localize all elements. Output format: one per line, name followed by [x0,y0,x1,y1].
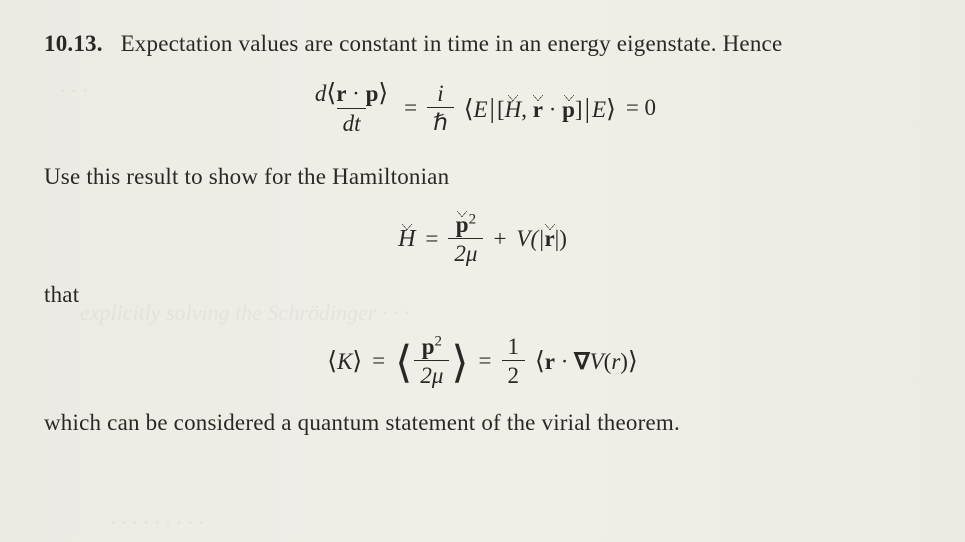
equals: = [404,95,417,121]
i: i [431,82,449,107]
K: K [337,349,352,374]
op-H-hat: H [398,226,415,253]
vec-r: r [336,81,346,106]
bra-E: E [473,97,487,122]
eq1-bracket-expectation: ⟨E|[H, r · p]|E⟩ [464,93,616,124]
paren-r: ) [620,349,628,374]
vec-p: p [422,334,435,359]
eq1-lhs-fraction: d⟨r · p⟩ dt [309,81,394,135]
ghost-text: · · · · · · · · · [110,510,204,536]
rang: ⟩ [378,80,388,107]
problem-statement-line-3: that [44,279,927,311]
dt: dt [337,108,367,135]
one-half: 1 2 [502,335,526,387]
rbracket: ] [575,97,583,122]
vec-r: r [545,349,555,374]
op-r-hat: r [544,226,554,252]
bra-l: ⟨ [464,96,474,123]
V-open: V(| [516,226,544,251]
two: 2 [502,360,526,387]
cdot: · [346,81,365,106]
lbracket: [ [497,97,505,122]
lang: ⟨ [326,80,336,107]
problem-statement-line-4: which can be considered a quantum statem… [44,407,927,439]
op-r-hat: r [533,97,543,123]
lang: ⟨ [327,348,337,375]
ket-r: ⟩ [606,96,616,123]
V: V [590,349,604,374]
op-p-hat: p [562,97,575,123]
equation-1: d⟨r · p⟩ dt = i ℏ ⟨E|[H, r · p]|E⟩ = 0 [38,81,927,135]
nabla: ∇ [574,349,589,374]
page-scan: · · · explicitly solving the Schrödinger… [0,0,965,542]
ket-bar: | [585,93,590,123]
one: 1 [502,335,526,360]
rang: ⟩ [352,348,362,375]
problem-number: 10.13. [44,31,103,56]
exp-r-dot-gradV: ⟨r · ∇V(r)⟩ [535,346,638,376]
op-H-hat: H [505,97,522,123]
equation-2: H = p2 2μ + V(|r|) [38,213,927,265]
hbar: ℏ [427,107,454,134]
bra-bar: | [490,93,495,123]
diff-d: d [315,81,327,106]
comma: , [521,97,533,122]
exp-K: ⟨K⟩ [327,346,362,376]
ket-E: E [592,97,606,122]
problem-statement-line-2: Use this result to show for the Hamilton… [44,161,927,193]
equals: = [425,226,438,252]
V-close: |) [555,226,567,251]
scalar-r: r [611,349,620,374]
plus: + [493,226,506,252]
op-p-hat: p [456,213,469,236]
exp-p2-over-2mu: ⟨ p2 2μ ⟩ [395,335,468,387]
problem-statement-line-1: 10.13. Expectation values are constant i… [44,28,927,59]
equals-zero: = 0 [626,95,656,121]
equals: = [372,348,385,374]
cdot: · [543,97,562,122]
sq: 2 [469,212,477,228]
equals: = [479,348,492,374]
vec-p: p [366,81,379,106]
eq1-ihbar: i ℏ [427,82,454,134]
line1-text: Expectation values are constant in time … [121,31,783,56]
lang: ⟨ [535,348,545,375]
sq: 2 [435,334,443,350]
two-mu: 2μ [414,360,449,387]
rang: ⟩ [628,348,638,375]
two-mu: 2μ [454,241,477,266]
cdot: · [555,349,574,374]
equation-3: ⟨K⟩ = ⟨ p2 2μ ⟩ = 1 2 ⟨r · ∇V(r)⟩ [38,335,927,387]
p-sq-over-2mu: p2 2μ [448,213,483,265]
